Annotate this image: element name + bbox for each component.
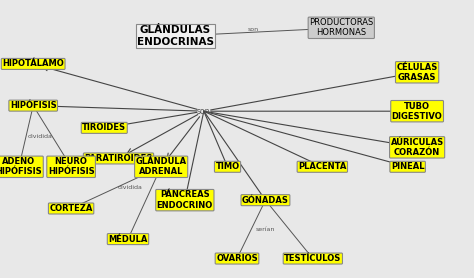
Text: son: son — [248, 27, 259, 32]
Text: ADENO
HIPÓFISIS: ADENO HIPÓFISIS — [0, 157, 42, 177]
Text: AÚRICULAS
CORAZÓN: AÚRICULAS CORAZÓN — [391, 138, 444, 157]
Text: PLACENTA: PLACENTA — [298, 162, 346, 171]
Text: serían: serían — [256, 227, 275, 232]
Text: PÁNCREAS
ENDOCRINO: PÁNCREAS ENDOCRINO — [157, 190, 213, 210]
Text: TUBO
DIGESTIVO: TUBO DIGESTIVO — [392, 101, 443, 121]
Text: PARATIROIDES: PARATIROIDES — [84, 154, 153, 163]
Text: dividida: dividida — [118, 185, 143, 190]
Text: dividida: dividida — [28, 134, 53, 139]
Text: PINEAL: PINEAL — [391, 162, 424, 171]
Text: GLÁNDULA
ADRENAL: GLÁNDULA ADRENAL — [136, 157, 187, 177]
Text: NEURO
HIPÓFISIS: NEURO HIPÓFISIS — [48, 157, 94, 177]
Text: CORTEZA: CORTEZA — [49, 204, 93, 213]
Text: son: son — [197, 107, 210, 116]
Text: GÓNADAS: GÓNADAS — [242, 196, 289, 205]
Text: OVARIOS: OVARIOS — [216, 254, 258, 263]
Text: HIPÓFISIS: HIPÓFISIS — [10, 101, 56, 110]
Text: TIROIDES: TIROIDES — [82, 123, 126, 132]
Text: TIMO: TIMO — [216, 162, 239, 171]
Text: CÉLULAS
GRASAS: CÉLULAS GRASAS — [396, 63, 438, 82]
Text: GLÁNDULAS
ENDOCRINAS: GLÁNDULAS ENDOCRINAS — [137, 25, 214, 47]
Text: HIPOTÁLAMO: HIPOTÁLAMO — [2, 59, 64, 68]
Text: TESTÍCULOS: TESTÍCULOS — [284, 254, 341, 263]
Text: MÉDULA: MÉDULA — [108, 235, 148, 244]
Text: PRODUCTORAS
HORMONAS: PRODUCTORAS HORMONAS — [309, 18, 374, 38]
